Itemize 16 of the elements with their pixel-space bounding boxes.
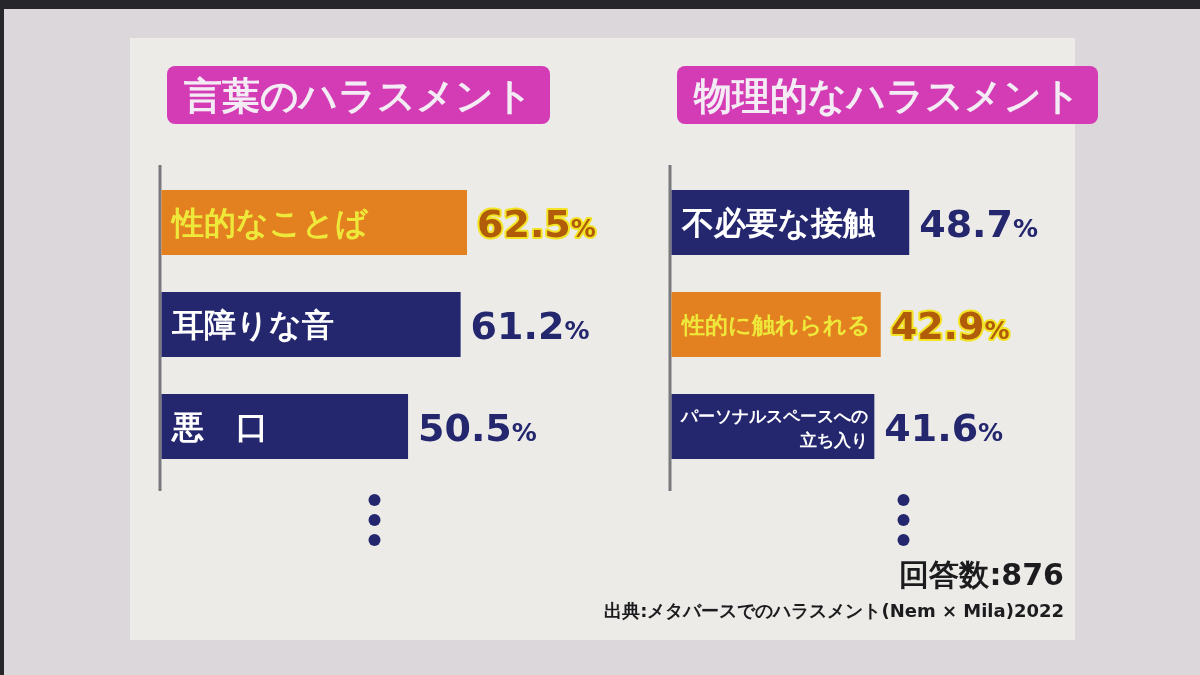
chart-title: 物理的なハラスメント [693,74,1081,118]
data-label: 50.5% [418,405,537,450]
source-note: 出典:メタバースでのハラスメント(Nem × Mila)2022 [604,600,1064,621]
data-label: 62.5% [477,201,596,246]
y-tick-label: 性的なことば [170,203,369,242]
data-label: 48.7% [919,201,1039,246]
chart-title: 言葉のハラスメント [183,74,533,118]
y-tick-label: 耳障りな音 [171,305,334,344]
text: 回答数:876 [899,557,1064,592]
y-tick-label: 性的に触れられる [680,311,871,338]
data-label: 42.9% [890,303,1010,348]
data-label: 61.2% [470,303,590,348]
y-tick-label: 不必要な接触 [681,203,876,242]
y-tick-label: 悪 口 [171,407,268,446]
y-tick-label: パーソナルスペースへの立ち入り [680,405,869,450]
data-label: 41.6% [884,405,1004,450]
